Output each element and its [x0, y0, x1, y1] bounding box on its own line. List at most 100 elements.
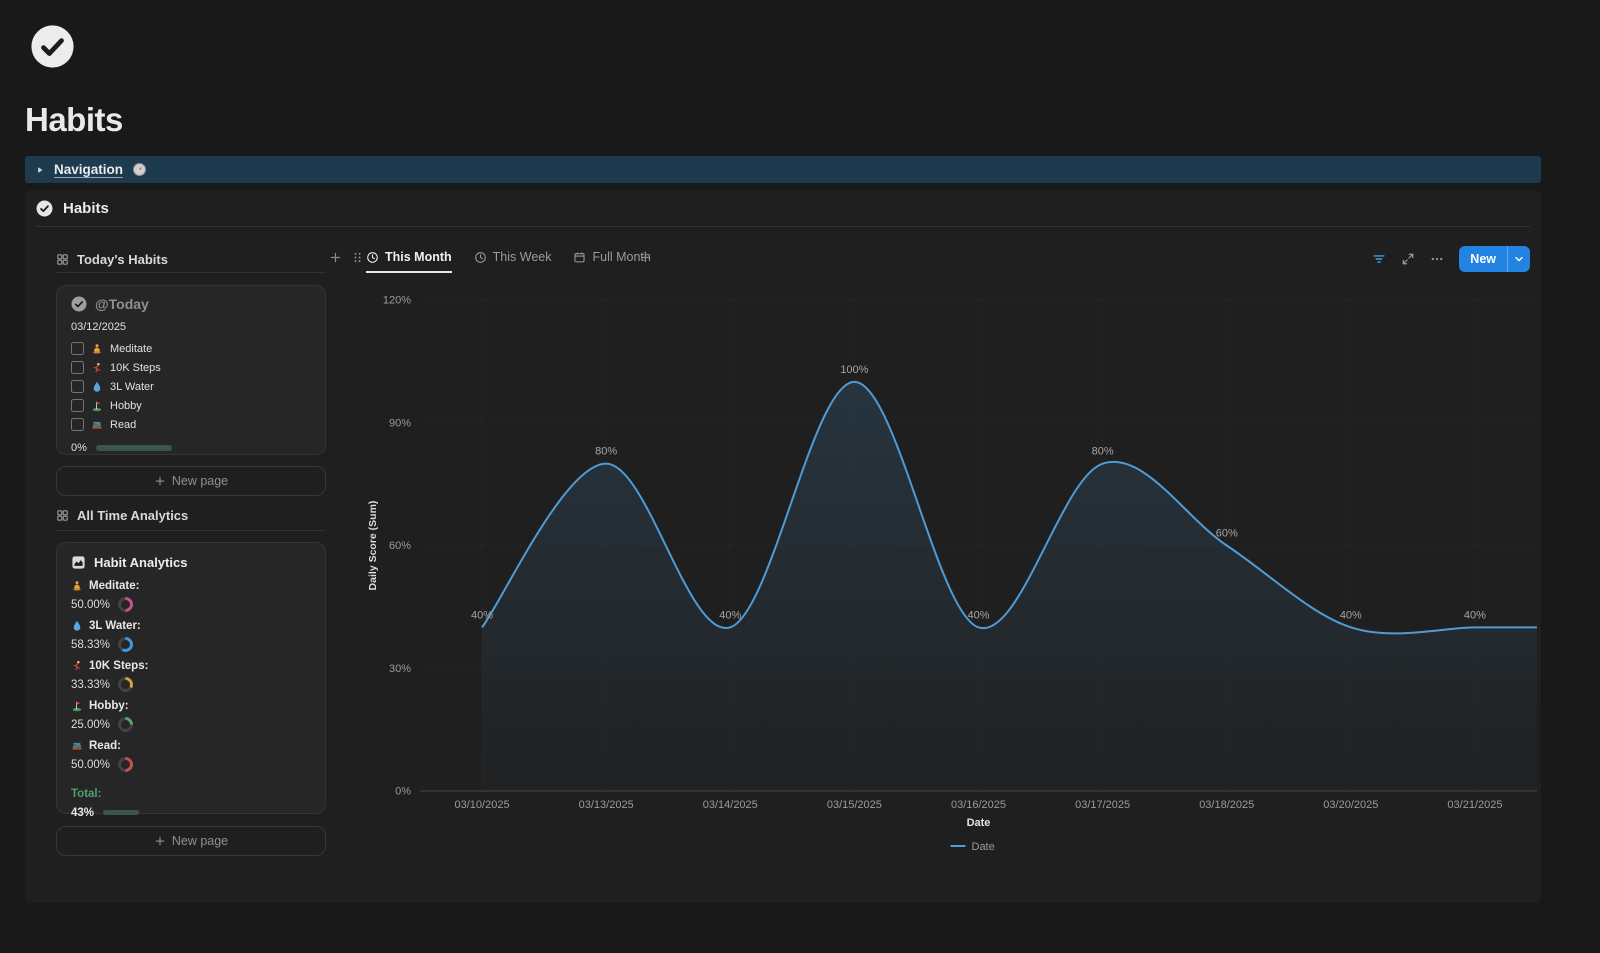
today-progress-bar	[96, 445, 172, 451]
habit-stat-value: 33.33%	[71, 679, 110, 691]
analytics-stats: Meditate: 50.00% 3L Water: 58.33% 10K St…	[71, 576, 311, 774]
svg-text:03/14/2025: 03/14/2025	[703, 799, 758, 811]
navigation-callout[interactable]: Navigation	[25, 156, 1541, 183]
today-progress-row: 0%	[71, 442, 311, 454]
habit-stat-value: 50.00%	[71, 759, 110, 771]
chart-icon	[71, 555, 86, 570]
runner-icon	[91, 362, 103, 374]
habit-stat-label-row: Meditate:	[71, 576, 311, 595]
habit-stat-ring	[118, 757, 133, 772]
habit-stat-value: 25.00%	[71, 719, 110, 731]
meditate-icon	[71, 580, 83, 592]
habit-stat-label: 10K Steps:	[89, 660, 148, 672]
svg-text:03/21/2025: 03/21/2025	[1447, 799, 1502, 811]
habit-stat: Read: 50.00%	[71, 736, 311, 774]
habit-stat-label: Hobby:	[89, 700, 129, 712]
new-page-button-top[interactable]: New page	[56, 466, 326, 496]
daily-score-chart: 0%30%60%90%120%03/10/202503/13/202503/14…	[361, 280, 1541, 885]
svg-text:80%: 80%	[595, 446, 617, 458]
svg-text:30%: 30%	[389, 663, 411, 675]
habit-label: 10K Steps	[110, 362, 161, 374]
tab-this-month[interactable]: This Month	[366, 245, 452, 273]
filter-button[interactable]	[1372, 252, 1386, 266]
today-card-title: @Today	[95, 296, 149, 312]
svg-text:60%: 60%	[1216, 528, 1238, 540]
meditate-icon	[91, 343, 103, 355]
today-card-header: @Today	[71, 296, 311, 312]
new-button[interactable]: New	[1459, 246, 1507, 272]
tab-this-week[interactable]: This Week	[474, 245, 552, 273]
page-icon-check-badge	[30, 24, 75, 69]
habit-stat: Meditate: 50.00%	[71, 576, 311, 614]
ring-hole	[121, 640, 130, 649]
habit-row: Read	[71, 415, 311, 434]
calendar-icon	[573, 251, 586, 264]
habit-checkbox[interactable]	[71, 361, 84, 374]
books-icon	[91, 419, 103, 431]
new-button-dropdown[interactable]	[1507, 246, 1530, 272]
habit-stat-label-row: 3L Water:	[71, 616, 311, 635]
more-options-button[interactable]	[1430, 252, 1444, 266]
add-view-plus-icon[interactable]	[329, 251, 342, 264]
habits-page: { "page": { "title": "Habits" }, "callou…	[0, 0, 1600, 953]
total-row: 43%	[71, 803, 311, 822]
section-header: Habits	[36, 200, 109, 217]
habit-checkbox[interactable]	[71, 399, 84, 412]
svg-text:03/16/2025: 03/16/2025	[951, 799, 1006, 811]
view-tab-label: This Month	[385, 250, 452, 264]
habit-stat-ring	[118, 717, 133, 732]
navigation-callout-label: Navigation	[54, 162, 123, 177]
habit-checkbox[interactable]	[71, 342, 84, 355]
plus-icon	[639, 251, 652, 264]
toggle-triangle-icon[interactable]	[35, 165, 45, 175]
habit-stat-ring	[118, 677, 133, 692]
runner-icon	[71, 660, 83, 672]
add-view-button[interactable]	[639, 251, 652, 264]
habit-label: Meditate	[110, 343, 152, 355]
habit-stat: 10K Steps: 33.33%	[71, 656, 311, 694]
habit-checkbox[interactable]	[71, 418, 84, 431]
svg-text:120%: 120%	[383, 295, 411, 307]
today-date: 03/12/2025	[71, 321, 311, 333]
clock-icon	[474, 251, 487, 264]
habit-stat-label: Read:	[89, 740, 121, 752]
section-title: Habits	[63, 200, 109, 217]
expand-button[interactable]	[1401, 252, 1415, 266]
collection-header-todays-habits[interactable]: Today's Habits	[56, 247, 326, 272]
habit-label: 3L Water	[110, 381, 154, 393]
habit-analytics-card[interactable]: Habit Analytics Meditate: 50.00% 3L Wate…	[56, 542, 326, 814]
habit-stat-label-row: Hobby:	[71, 696, 311, 715]
svg-text:40%: 40%	[1464, 609, 1486, 621]
habit-stat-ring	[118, 597, 133, 612]
habit-label: Read	[110, 419, 136, 431]
collection-header-divider	[56, 272, 326, 273]
analytics-card-title: Habit Analytics	[94, 555, 187, 570]
today-check-badge-icon	[71, 296, 87, 312]
svg-text:0%: 0%	[395, 786, 411, 798]
svg-text:40%: 40%	[719, 609, 741, 621]
svg-text:03/18/2025: 03/18/2025	[1199, 799, 1254, 811]
total-label: Total:	[71, 784, 311, 803]
new-page-button-bottom[interactable]: New page	[56, 826, 326, 856]
svg-text:Date: Date	[972, 841, 995, 853]
golf-icon	[71, 700, 83, 712]
view-controls: New	[1372, 246, 1530, 272]
today-card[interactable]: @Today 03/12/2025 Meditate 10K Steps 3L …	[56, 285, 326, 455]
drag-handle-icon[interactable]	[351, 251, 364, 264]
plus-icon	[154, 835, 166, 847]
habit-stat-label: Meditate:	[89, 580, 139, 592]
habit-stat-label-row: Read:	[71, 736, 311, 755]
habit-row: Hobby	[71, 396, 311, 415]
collection-header-all-time-analytics[interactable]: All Time Analytics	[56, 503, 326, 528]
new-page-label: New page	[172, 474, 228, 488]
svg-text:40%: 40%	[471, 609, 493, 621]
habit-stat: Hobby: 25.00%	[71, 696, 311, 734]
habit-stat-label-row: 10K Steps:	[71, 656, 311, 675]
view-tabs: This Month This Week Full Month	[366, 245, 651, 273]
collection-title: Today's Habits	[77, 252, 168, 267]
chart-canvas: 0%30%60%90%120%03/10/202503/13/202503/14…	[361, 280, 1541, 885]
habit-stat-value: 50.00%	[71, 599, 110, 611]
svg-text:03/17/2025: 03/17/2025	[1075, 799, 1130, 811]
new-button-group: New	[1459, 246, 1530, 272]
habit-checkbox[interactable]	[71, 380, 84, 393]
